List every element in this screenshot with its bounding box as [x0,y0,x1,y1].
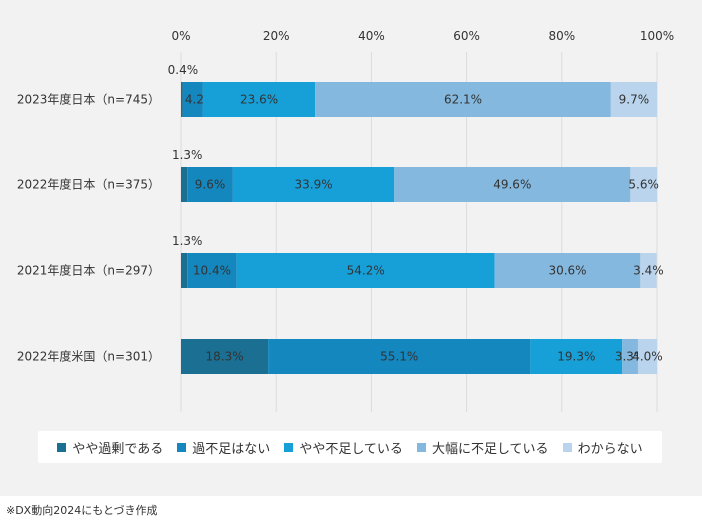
bar-segment [640,253,657,288]
data-label: 19.3% [557,350,595,364]
legend-item: やや過剰である [57,438,163,457]
category-label: 2023年度日本（n=745） [17,92,160,107]
legend: やや過剰である 過不足はない やや不足している 大幅に不足している わからない [38,431,662,463]
data-label: 3.4% [633,264,664,278]
bar-segment [202,82,316,117]
data-label: 10.4% [193,264,231,278]
legend-label: やや過剰である [72,441,164,457]
x-tick-label: 80% [548,29,575,43]
category-label: 2022年度日本（n=375） [17,177,160,192]
legend-swatch [562,442,572,452]
legend-label: 過不足はない [192,441,271,457]
data-label: 0.4% [168,63,199,77]
data-label: 3.3% [615,350,646,364]
bar-segment [268,339,531,374]
data-label: 9.7% [619,93,650,107]
bar-segment [182,82,203,117]
bar-segment [315,82,611,117]
data-label: 5.6% [628,178,659,192]
bar-segment [530,339,623,374]
legend-item: やや不足している [284,438,403,457]
data-label: 30.6% [548,264,586,278]
category-label: 2021年度日本（n=297） [17,263,160,278]
bar-segment [187,253,237,288]
data-label: 4.0% [632,350,663,364]
bar-segment [181,82,183,117]
legend-item: 過不足はない [177,438,270,457]
data-label: 49.6% [493,178,531,192]
x-tick-label: 60% [453,29,480,43]
bar-segment [232,167,395,202]
legend-swatch [284,442,294,452]
data-label: 9.6% [195,178,226,192]
legend-label: わからない [577,441,643,457]
x-tick-label: 40% [358,29,385,43]
legend-item: 大幅に不足している [416,438,549,457]
data-label: 62.1% [444,93,482,107]
legend-label: やや不足している [299,441,403,457]
bar-segment [637,339,657,374]
bar-segment [394,167,631,202]
bar-segment [236,253,495,288]
footnote: ※DX動向2024にもとづき作成 [6,504,158,517]
bar-segment [630,167,657,202]
data-label: 1.3% [172,234,203,248]
x-tick-label: 0% [171,29,190,43]
legend-item: わからない [562,438,643,457]
bar-segment [181,167,188,202]
bar-segment [187,167,233,202]
category-label: 2022年度米国（n=301） [17,349,160,364]
bar-segment [622,339,638,374]
data-label: 18.3% [205,350,243,364]
bar-segment [181,339,269,374]
bar-segment [610,82,657,117]
legend-swatch [416,442,426,452]
data-label: 33.9% [295,178,333,192]
data-label: 1.3% [172,148,203,162]
bar-segment [181,253,188,288]
data-label: 54.2% [347,264,385,278]
legend-swatch [57,442,67,452]
stacked-bar-chart: 0% 20% 40% 60% 80% 100%2023年度日本（n=745）0.4%4.2… [17,29,674,412]
data-label: 55.1% [380,350,418,364]
legend-label: 大幅に不足している [431,441,549,457]
x-tick-label: 20% [263,29,290,43]
legend-swatch [177,442,187,452]
bar-segment [494,253,641,288]
data-label: 23.6% [240,93,278,107]
x-tick-label: 100% [640,29,674,43]
